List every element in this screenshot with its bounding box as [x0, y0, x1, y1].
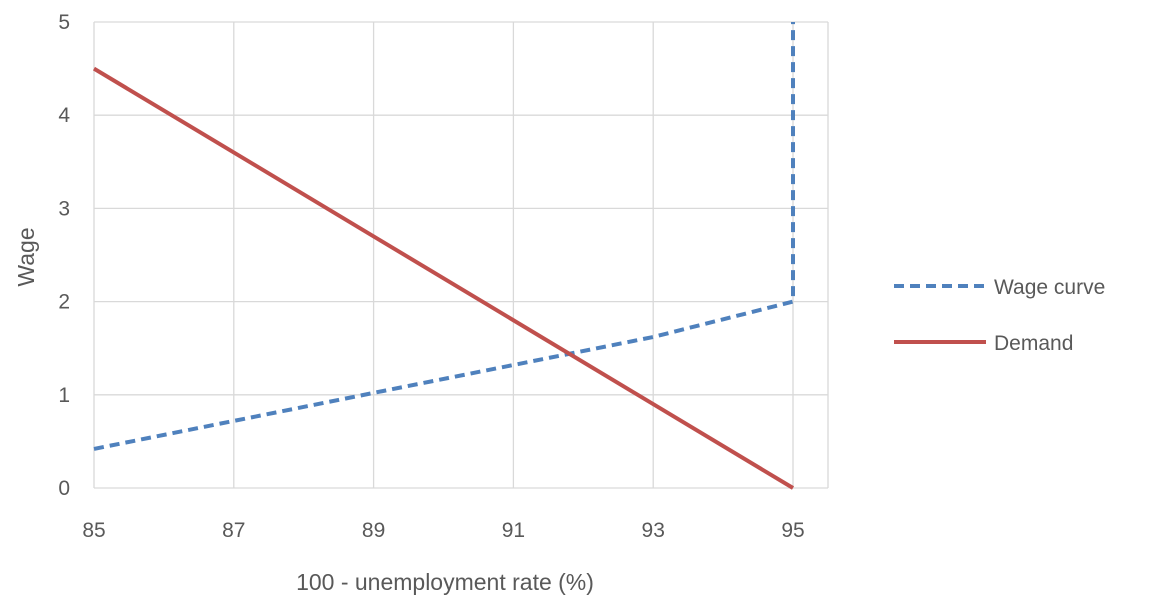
- legend-label-1: Demand: [994, 332, 1073, 355]
- x-axis-ticks: 85 87 89 91 93 95: [82, 519, 804, 542]
- x-tick-label-2: 89: [362, 519, 385, 542]
- y-tick-label-3: 3: [58, 197, 70, 220]
- x-tick-label-1: 87: [222, 519, 245, 542]
- y-tick-label-1: 1: [58, 384, 70, 407]
- series-line-1: [92, 66, 795, 490]
- y-tick-label-4: 4: [58, 104, 70, 127]
- x-tick-label-3: 91: [502, 519, 525, 542]
- y-tick-label-2: 2: [58, 291, 70, 314]
- y-tick-label-5: 5: [58, 11, 70, 34]
- y-axis-title: Wage: [13, 227, 39, 286]
- y-tick-label-0: 0: [58, 477, 70, 500]
- series-line-0: [93, 22, 795, 451]
- x-tick-label-5: 95: [781, 519, 804, 542]
- x-axis-title: 100 - unemployment rate (%): [296, 569, 594, 595]
- y-axis-ticks: 0 1 2 3 4 5: [58, 11, 70, 500]
- legend: Wage curve Demand: [894, 276, 1105, 355]
- x-tick-label-0: 85: [82, 519, 105, 542]
- grid: [93, 21, 829, 489]
- plot-area: [92, 22, 795, 490]
- x-tick-label-4: 93: [642, 519, 665, 542]
- legend-label-0: Wage curve: [994, 276, 1105, 299]
